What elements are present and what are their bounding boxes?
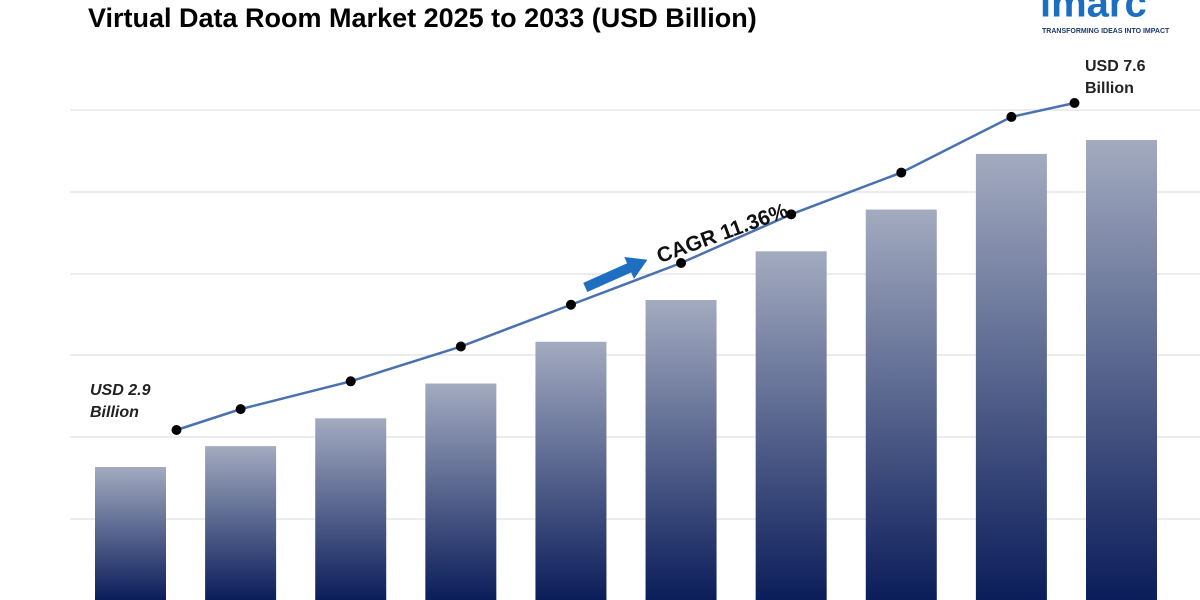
trend-dot <box>896 167 907 178</box>
trend-dot <box>676 258 687 269</box>
trend-dot <box>345 376 356 387</box>
trend <box>171 98 1080 435</box>
trend-dot <box>565 299 576 310</box>
cagr-arrow <box>583 256 648 293</box>
bar <box>645 300 717 600</box>
bar <box>865 209 937 600</box>
bar <box>205 446 277 600</box>
arrow-head <box>624 256 648 279</box>
trend-dot <box>171 425 182 435</box>
bar <box>315 418 387 600</box>
trend-dot <box>235 404 246 415</box>
logo: imarc <box>1040 0 1147 26</box>
start-label: Billion <box>90 404 139 421</box>
trend-dot <box>455 341 466 352</box>
bar <box>425 383 497 600</box>
trend-dot <box>1006 111 1017 122</box>
trend-dot <box>786 209 797 220</box>
end-label: USD 7.6 <box>1085 58 1146 75</box>
bar <box>95 467 166 600</box>
bar <box>975 153 1047 600</box>
bar <box>535 341 607 600</box>
start-label: USD 2.9 <box>90 382 151 399</box>
logo-tagline: TRANSFORMING IDEAS INTO IMPACT <box>1042 28 1170 35</box>
end-label: Billion <box>1085 80 1134 97</box>
bar <box>755 251 827 600</box>
chart-title: Virtual Data Room Market 2025 to 2033 (U… <box>88 3 757 33</box>
bars <box>95 140 1157 600</box>
trend-line <box>176 101 1075 432</box>
trend-dot <box>1069 98 1080 108</box>
bar <box>1086 140 1157 600</box>
arrow-shaft <box>583 262 633 293</box>
